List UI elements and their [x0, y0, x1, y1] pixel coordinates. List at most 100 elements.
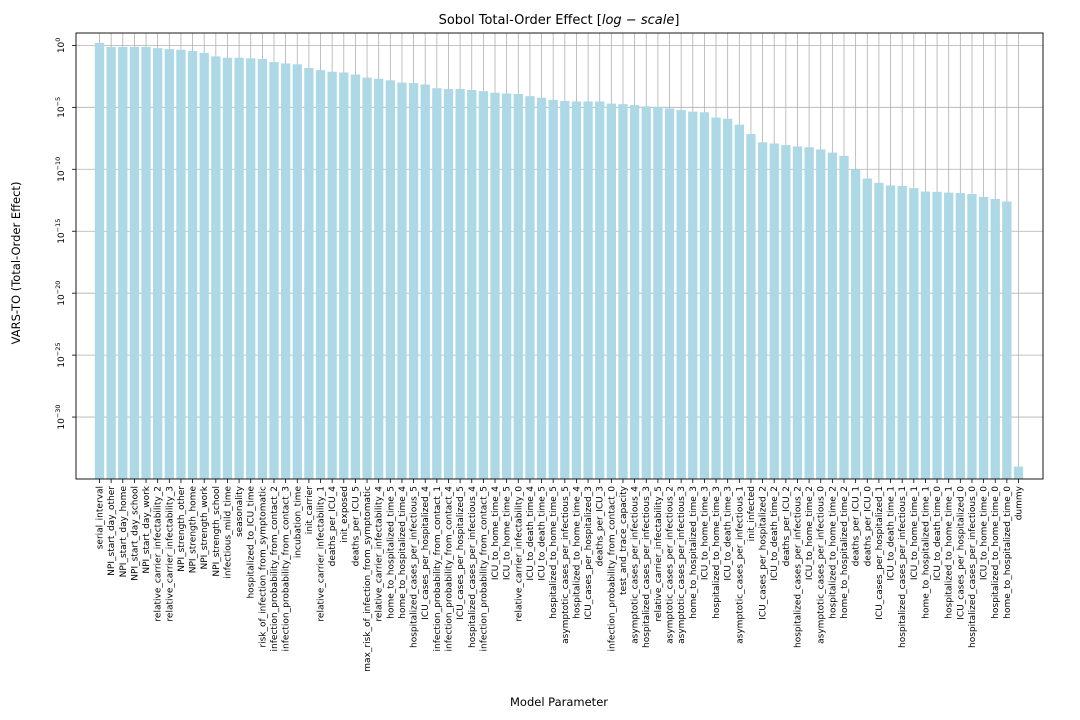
y-axis-ticks: 10−30 10−25 10−20 10−15 10−10 10−5 100: [54, 38, 76, 430]
bar-deaths_per_ICU_5: [350, 74, 361, 479]
bar-ICU_to_home_time_1: [909, 188, 919, 480]
x-tick-label: hospitalized_to_home_time_2: [828, 486, 838, 619]
bar-relative_carrier_infectability_4: [374, 78, 384, 480]
bar-asymptotic_cases_per_infectious_3: [676, 110, 686, 480]
bar-infection_probability_from_contact_5: [478, 91, 489, 479]
bar-risk_of_infection_from_symptomatic: [257, 58, 268, 479]
x-tick-label: ICU_to_death_time_1: [887, 486, 897, 581]
x-tick-label: asymptotic_cases_per_infectious_0: [817, 486, 827, 644]
bar-hospitalized_to_home_time_4: [571, 101, 582, 479]
y-tick-label: 10−25: [54, 343, 67, 368]
bar-ICU_cases_per_hospitalized_1: [874, 182, 884, 479]
bar-home_to_hospitalized_time_2: [839, 155, 849, 479]
bar-hospitalized_to_home_time_2: [827, 152, 838, 479]
x-tick-label: NPI_start_day_school: [130, 486, 140, 581]
x-tick-label: asymptotic_cases_per_infectious_3: [677, 486, 687, 644]
bar-NPI_strength_school: [211, 56, 221, 479]
x-tick-label: ICU_to_home_time_3: [700, 486, 710, 580]
bar-deaths_per_ICU_0: [862, 178, 872, 479]
title-text: Sobol Total-Order Effect [: [439, 13, 602, 28]
x-tick-label: infection_probability_from_contact_0: [607, 486, 617, 652]
bar-asymptotic_cases_per_infectious_1: [734, 124, 744, 480]
x-tick-label: hospitalized_to_home_time_4: [572, 486, 582, 619]
bar-ICU_cases_per_hospitalized_0: [955, 193, 965, 479]
bar-asymptotic_cases_per_infectious_0: [816, 149, 826, 479]
x-tick-label: hospitalized_cases_per_infectious_0: [968, 486, 978, 648]
x-tick-label: ICU_cases_per_hospitalized_1: [875, 486, 885, 620]
bar-infection_probability_from_contact_2: [269, 62, 279, 479]
x-tick-label: relative_carrier_infectability_3: [165, 486, 175, 622]
bar-max_risk_of_infection_from_symptomatic: [362, 77, 372, 479]
bar-NPI_start_day_other: [106, 46, 116, 480]
bar-infectious_mild_time: [222, 57, 233, 480]
bars: [94, 42, 1024, 480]
x-tick-label: hospitalized_to_home_time_1: [945, 486, 955, 619]
bar-hospitalized_to_home_time_1: [944, 192, 954, 479]
x-tick-label: ICU_to_death_time_3: [724, 486, 734, 581]
bar-ICU_to_death_time_4: [525, 96, 535, 479]
bar-hospitalized_to_home_time_0: [990, 198, 1000, 479]
y-tick-label: 10−30: [54, 404, 67, 429]
x-tick-label: ICU_to_home_time_4: [491, 486, 501, 580]
bar-ICU_to_home_time_0: [978, 196, 989, 479]
x-tick-label: test_and_trace_capacity: [619, 485, 629, 595]
bar-NPI_start_day_work: [141, 46, 151, 480]
x-tick-label: ICU_cases_per_hospitalized_5: [456, 486, 466, 620]
x-tick-label: NPI_strength_work: [200, 485, 210, 569]
bar-NPI_strength_work: [199, 52, 209, 479]
bar-NPI_start_day_home: [118, 46, 128, 480]
bar-hospitalized_cases_per_infectious_3: [641, 106, 651, 480]
bar-asymptotic_cases_per_infectious_4: [629, 105, 640, 479]
x-tick-label: home_to_hospitalized_time_2: [840, 486, 850, 619]
x-tick-label: NPI_start_day_home: [119, 486, 129, 578]
x-tick-label: ICU_to_death_time_2: [770, 486, 780, 581]
x-tick-label: ICU_cases_per_hospitalized_0: [956, 486, 966, 620]
bar-ICU_to_death_time_5: [536, 97, 547, 479]
bar-dummy: [1013, 466, 1024, 479]
bar-ICU_to_home_time_3: [699, 112, 710, 479]
x-tick-label: ICU_cases_per_hospitalized_2: [759, 486, 769, 620]
x-tick-label: deaths_per_ICU_0: [863, 486, 873, 567]
x-tick-label: asymptotic_cases_per_infectious_2: [666, 486, 676, 644]
bar-test_and_trace_capacity: [618, 104, 628, 480]
x-tick-label: incubation_time: [293, 486, 303, 559]
x-tick-label: ICU_cases_per_hospitalized_4: [421, 486, 431, 620]
y-axis-label: VARS-TO (Total-Order Effect): [9, 182, 23, 345]
bar-NPI_strength_other: [176, 49, 186, 479]
title-math: log − scale: [602, 13, 674, 28]
bar-ICU_to_death_time_3: [723, 118, 733, 479]
bar-ICU_to_home_time_2: [804, 147, 814, 479]
x-tick-label: hospitalized_to_ICU_time: [247, 486, 257, 599]
y-tick-label: 10−20: [54, 281, 67, 306]
x-tick-label: home_to_hospitalized_time_0: [1003, 486, 1013, 619]
bar-home_to_hospitalized_time_0: [1002, 201, 1012, 479]
bar-NPI_start_day_school: [129, 46, 140, 480]
x-tick-label: asymptotic_cases_per_infectious_1: [735, 486, 745, 644]
x-tick-label: NPI_strength_home: [189, 486, 199, 574]
x-tick-label: ICU_to_death_time_0: [933, 486, 943, 581]
x-tick-label: relative_carrier_infectability_5: [654, 486, 664, 622]
bar-init_carrier: [304, 67, 314, 479]
x-tick-label: ICU_to_home_time_0: [980, 486, 990, 580]
x-tick-label: risk_of_infection_from_symptomatic: [258, 486, 268, 648]
bar-ICU_cases_per_hospitalized_5: [455, 89, 465, 479]
x-tick-label: init_infected: [747, 486, 757, 541]
chart-title: Sobol Total-Order Effect [log − scale]: [439, 13, 680, 28]
bar-init_exposed: [339, 72, 349, 479]
bar-hospitalized_to_home_time_3: [711, 117, 721, 479]
x-tick-label: infection_probability_from_contact_2: [270, 486, 280, 651]
x-tick-label: infection_probability_from_contact_1: [433, 486, 443, 651]
x-tick-label: init_carrier: [305, 486, 315, 534]
bar-hospitalized_cases_per_infectious_4: [467, 90, 477, 480]
x-tick-label: asymptotic_cases_per_infectious_4: [631, 486, 641, 644]
bar-deaths_per_ICU_4: [327, 71, 337, 480]
x-tick-label: ICU_to_home_time_2: [805, 486, 815, 580]
y-tick-label: 10−5: [54, 97, 67, 118]
x-tick-label: NPI_strength_school: [212, 486, 222, 577]
x-tick-label: hospitalized_to_home_time_5: [549, 486, 559, 619]
bar-home_to_hospitalized_time_3: [688, 111, 698, 480]
x-tick-label: ICU_cases_per_hospitalized_3: [584, 486, 594, 620]
x-tick-label: deaths_per_ICU_3: [596, 486, 606, 566]
bar-home_to_hospitalized_time_4: [397, 82, 407, 480]
bar-relative_carrier_infectability_2: [153, 48, 163, 479]
